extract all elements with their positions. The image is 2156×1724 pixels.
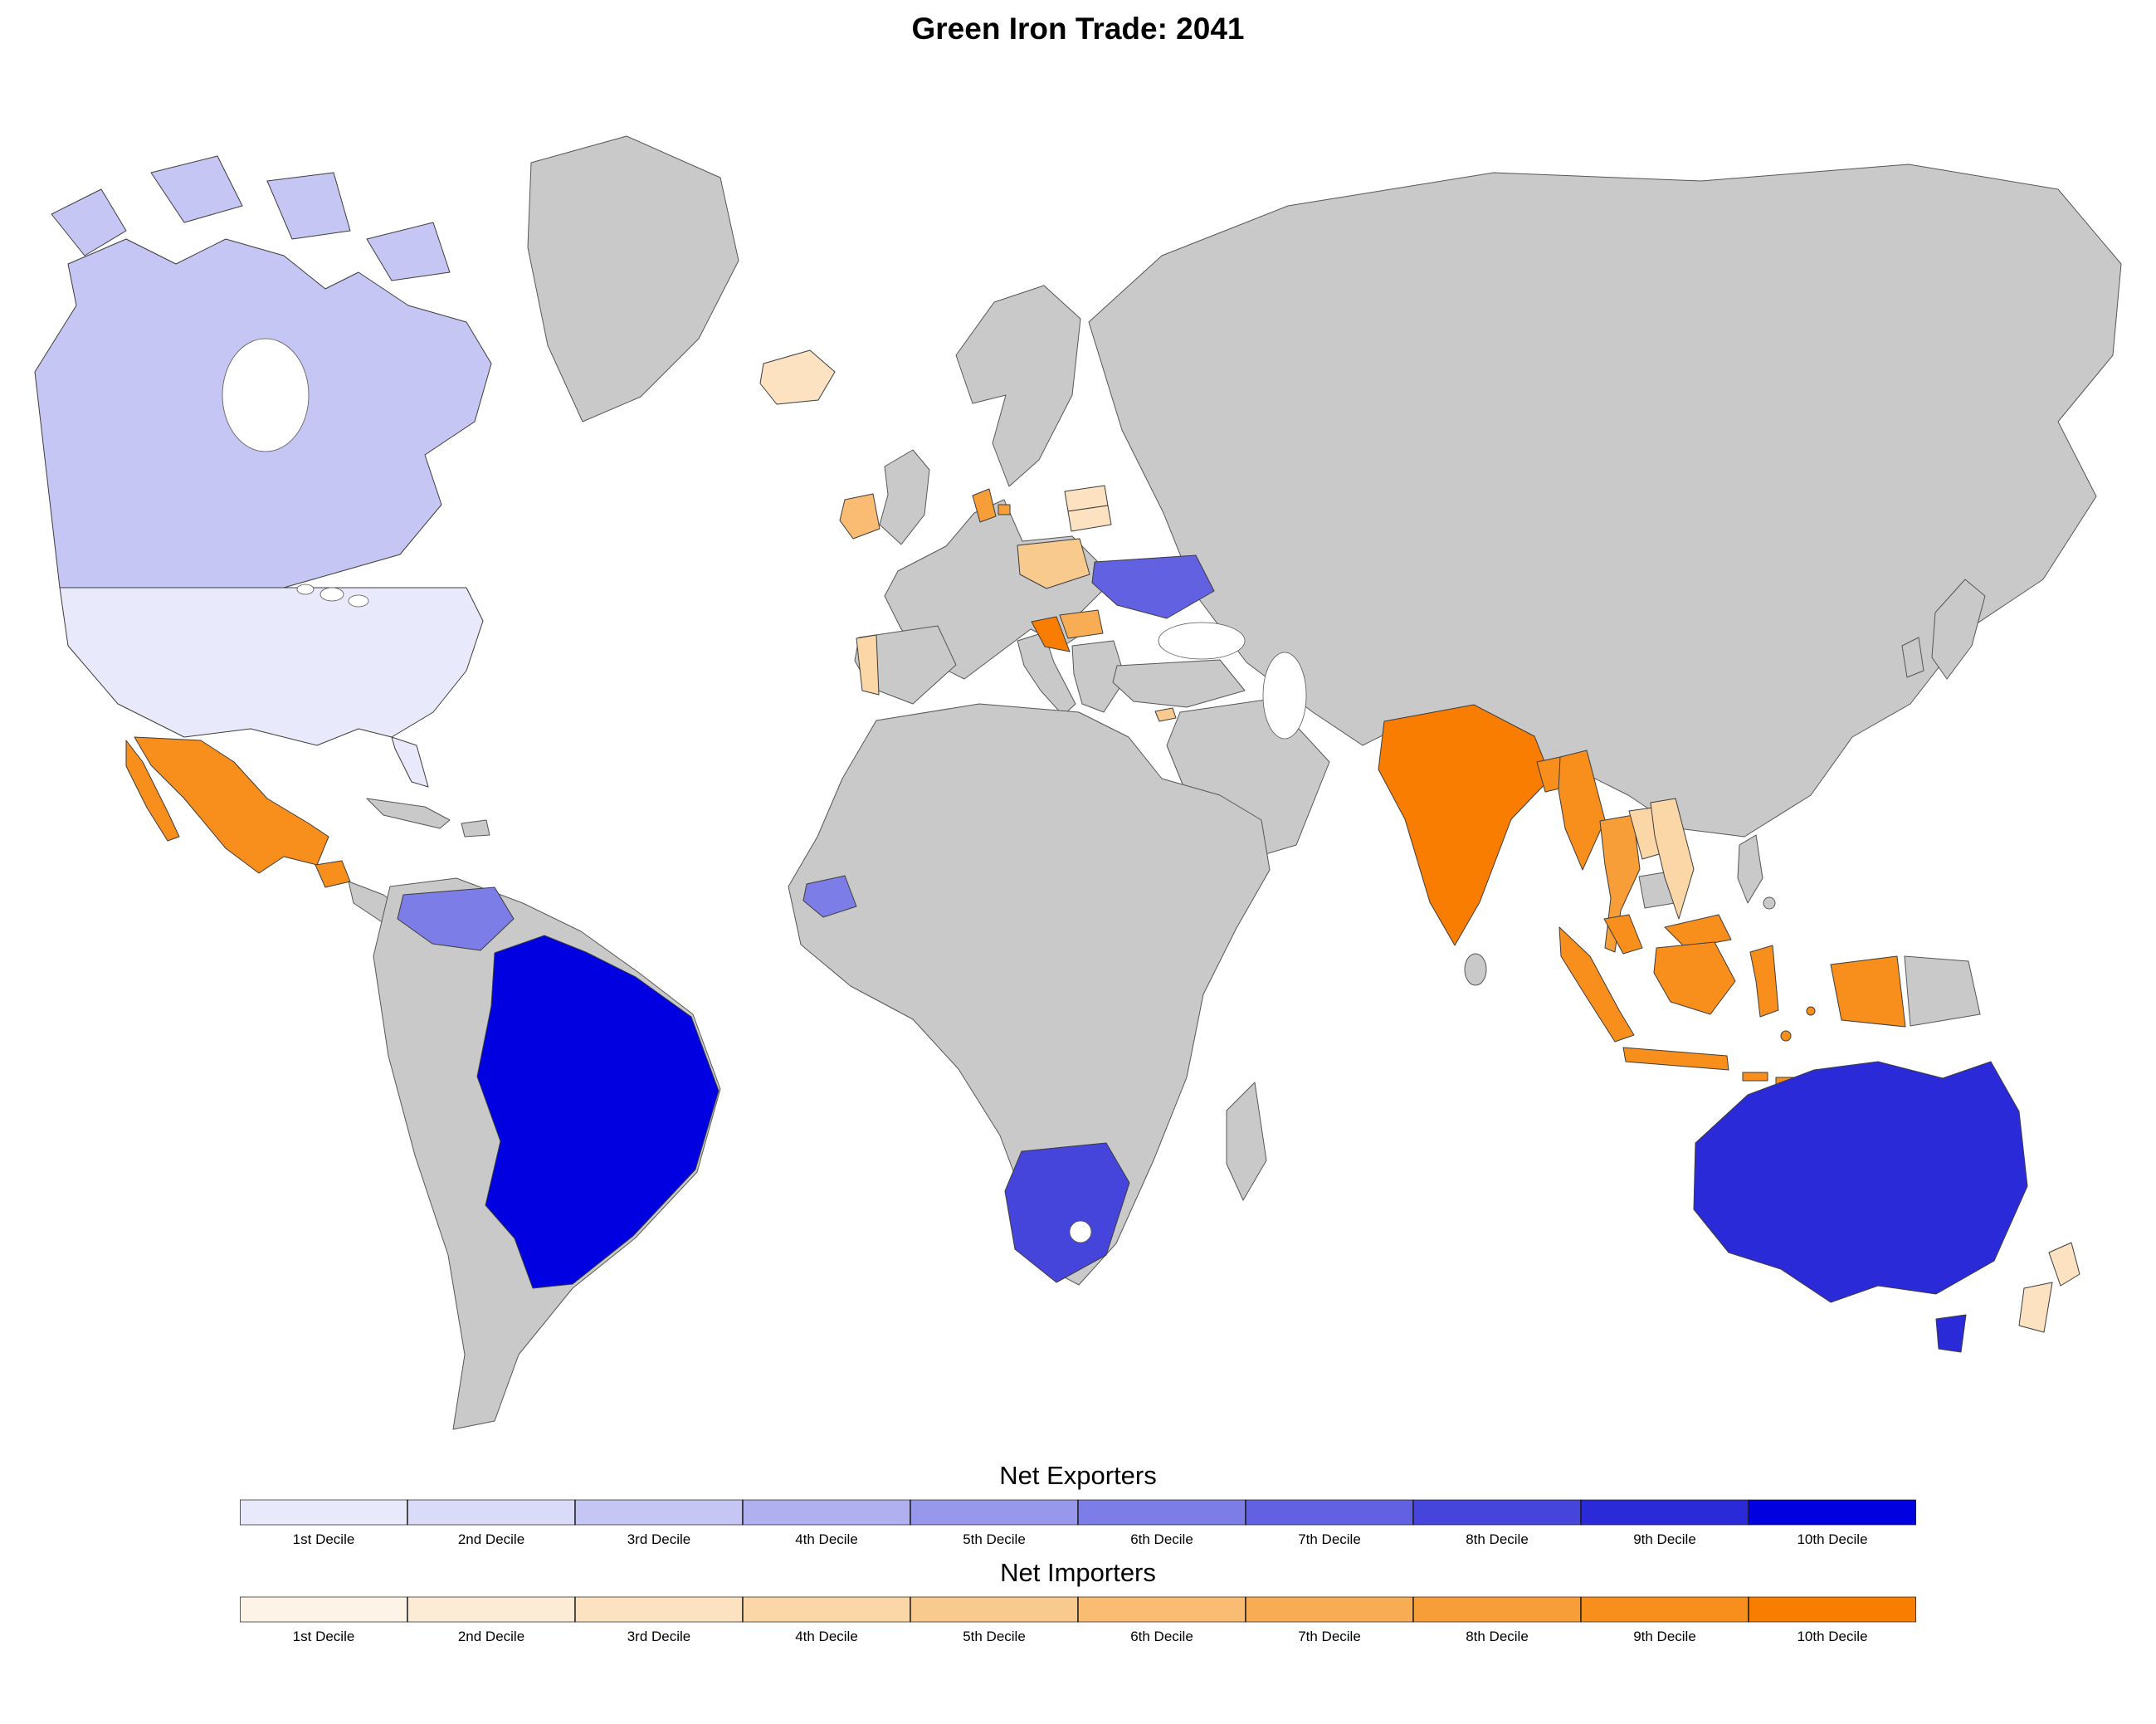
landmass-united-kingdom	[879, 449, 930, 545]
country-india	[1378, 704, 1552, 946]
great-lake-3	[296, 584, 315, 595]
landmass-cuba	[366, 798, 451, 829]
exporter-decile-5-label: 5th Decile	[963, 1531, 1026, 1547]
country-guatemala	[315, 860, 351, 888]
exporter-decile-7-label: 7th Decile	[1298, 1531, 1361, 1547]
exporter-decile-5-swatch	[910, 1499, 1079, 1526]
importer-decile-10-swatch	[1748, 1596, 1916, 1623]
country-mexico	[125, 736, 329, 874]
country-guinea	[802, 875, 857, 918]
landmass-africa	[788, 703, 1271, 1286]
importer-decile-7-label: 7th Decile	[1298, 1629, 1361, 1644]
importer-decile-2-label: 2nd Decile	[457, 1629, 525, 1644]
importer-decile-8-swatch	[1412, 1596, 1582, 1623]
page-title: Green Iron Trade: 2041	[911, 12, 1245, 46]
exporter-decile-2-swatch	[407, 1499, 576, 1526]
country-denmark	[972, 488, 1011, 523]
exporter-decile-4-swatch	[742, 1499, 911, 1526]
importer-decile-3-label: 3rd Decile	[627, 1629, 691, 1644]
importer-decile-4-label: 4th Decile	[795, 1629, 858, 1644]
exporter-decile-9-label: 9th Decile	[1633, 1531, 1696, 1547]
importer-decile-4-swatch	[742, 1596, 911, 1623]
country-hungary	[1059, 609, 1104, 639]
country-portugal	[856, 634, 880, 696]
country-new-zealand	[2018, 1242, 2080, 1333]
lesotho-enclave	[1069, 1220, 1092, 1243]
landmass-philippines	[1737, 834, 1763, 904]
landmass-turkey	[1112, 659, 1246, 708]
landmass-iberia	[854, 625, 957, 705]
importer-decile-1-swatch	[240, 1596, 408, 1623]
importer-decile-3-swatch	[574, 1596, 744, 1623]
importer-decile-6-label: 6th Decile	[1130, 1629, 1193, 1644]
importer-decile-7-swatch	[1245, 1596, 1414, 1623]
landmass-madagascar	[1226, 1082, 1267, 1201]
exporter-decile-10-label: 10th Decile	[1797, 1531, 1868, 1547]
exporter-decile-7-swatch	[1245, 1499, 1414, 1526]
importer-decile-8-label: 8th Decile	[1466, 1629, 1529, 1644]
exporter-decile-2-label: 2nd Decile	[457, 1531, 525, 1547]
country-brazil	[476, 935, 719, 1289]
country-myanmar	[1558, 750, 1606, 871]
country-south-africa	[1004, 1142, 1130, 1283]
importer-decile-5-swatch	[910, 1596, 1079, 1623]
exporter-decile-6-swatch	[1077, 1499, 1246, 1526]
exporter-decile-9-swatch	[1580, 1499, 1749, 1526]
exporter-decile-4-label: 4th Decile	[795, 1531, 858, 1547]
country-united-states	[59, 587, 484, 746]
legend-importers-title: Net Importers	[1000, 1558, 1156, 1587]
landmass-scandinavia	[955, 285, 1081, 487]
importer-decile-1-label: 1st Decile	[292, 1629, 355, 1644]
great-lake-2	[348, 594, 369, 608]
landmass-sri-lanka	[1464, 953, 1487, 986]
landmass-balkans	[1071, 640, 1126, 713]
black-sea	[1158, 622, 1246, 660]
country-croatia	[1031, 616, 1071, 652]
importer-decile-9-swatch	[1580, 1596, 1749, 1623]
exporter-decile-6-label: 6th Decile	[1130, 1531, 1193, 1547]
legend-importers-bar	[240, 1596, 1916, 1623]
country-ukraine	[1091, 554, 1215, 619]
caspian-sea	[1262, 652, 1307, 740]
legend-exporters-bar	[240, 1499, 1916, 1526]
exporter-decile-1-label: 1st Decile	[292, 1531, 355, 1547]
country-malaysia	[1603, 914, 1732, 955]
legend-exporters-title: Net Exporters	[999, 1461, 1157, 1490]
exporter-decile-10-swatch	[1748, 1499, 1916, 1526]
exporter-decile-3-label: 3rd Decile	[627, 1531, 691, 1547]
landmass-japan	[1931, 579, 1986, 680]
exporter-decile-8-swatch	[1412, 1499, 1582, 1526]
exporter-decile-8-label: 8th Decile	[1466, 1531, 1529, 1547]
great-lake-1	[319, 587, 344, 602]
country-cyprus	[1154, 707, 1177, 722]
exporter-decile-3-swatch	[574, 1499, 744, 1526]
importer-decile-2-swatch	[407, 1596, 576, 1623]
country-united-states-florida	[391, 736, 429, 788]
landmass-greenland	[527, 135, 739, 422]
importer-decile-6-swatch	[1077, 1596, 1246, 1623]
landmass-papua-new-guinea	[1904, 955, 1981, 1027]
country-vietnam	[1650, 798, 1695, 920]
country-poland	[1017, 538, 1090, 589]
legend-exporters: Net Exporters 1st Decile 2nd Decile 3rd …	[240, 1461, 1916, 1548]
legend-importers: Net Importers 1st Decile 2nd Decile 3rd …	[240, 1558, 1916, 1645]
landmass-korea	[1901, 637, 1924, 678]
landmass-philippines-island	[1763, 896, 1776, 910]
country-ireland	[839, 493, 880, 540]
legend-importers-labels: 1st Decile 2nd Decile 3rd Decile 4th Dec…	[240, 1629, 1916, 1645]
country-indonesia	[1558, 926, 1906, 1090]
landmass-hispaniola	[461, 819, 490, 838]
importer-decile-10-label: 10th Decile	[1797, 1629, 1868, 1644]
country-lithuania	[1067, 505, 1112, 532]
importer-decile-5-label: 5th Decile	[963, 1629, 1026, 1644]
country-australia	[1693, 1061, 2028, 1353]
importer-decile-9-label: 9th Decile	[1633, 1629, 1696, 1644]
country-iceland	[759, 349, 836, 405]
world-map	[34, 135, 2122, 1430]
country-venezuela	[397, 886, 515, 951]
legend-exporters-labels: 1st Decile 2nd Decile 3rd Decile 4th Dec…	[240, 1531, 1916, 1548]
exporter-decile-1-swatch	[240, 1499, 408, 1526]
hudson-bay	[222, 338, 310, 452]
